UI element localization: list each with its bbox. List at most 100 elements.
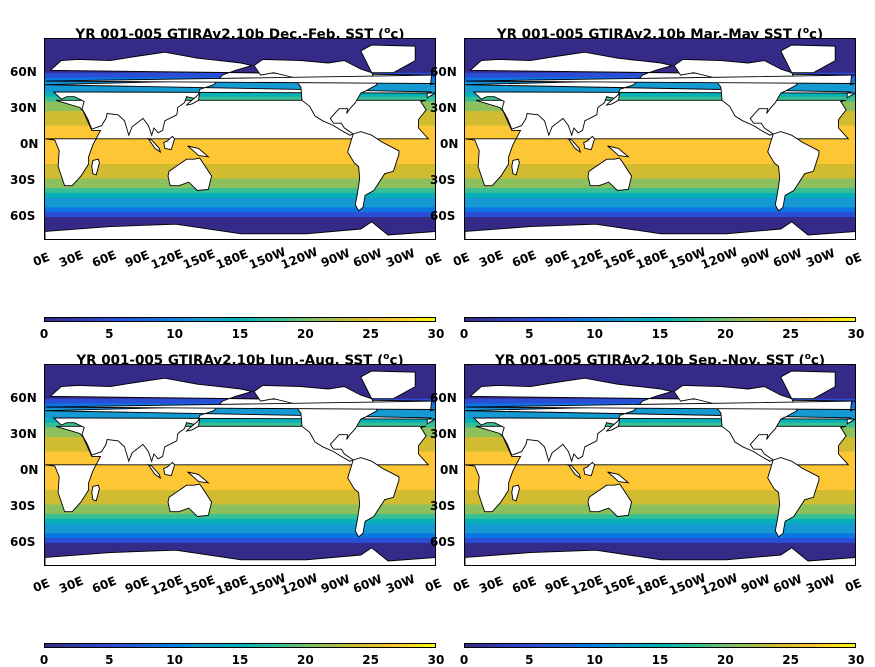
lat-tick-label: 60S — [430, 208, 456, 223]
land-mass — [587, 157, 633, 191]
sst-band — [45, 82, 435, 88]
sst-band — [465, 212, 855, 218]
lat-tick-label: 30S — [430, 172, 456, 187]
lon-tick-label: 120W — [699, 244, 741, 273]
sst-band — [45, 149, 435, 155]
sst-band — [465, 183, 855, 189]
sst-band — [465, 485, 855, 491]
sst-band — [465, 384, 855, 390]
colorbar-tick-label: 25 — [362, 327, 380, 341]
land-mass — [465, 377, 855, 463]
lat-tick-label: 30S — [10, 172, 36, 187]
sst-band — [45, 466, 435, 472]
sst-band — [45, 379, 435, 385]
colorbar-tick-label: 30 — [847, 327, 865, 341]
sst-field — [45, 39, 435, 239]
land-mass — [46, 400, 435, 412]
colorbar-tick-label: 5 — [525, 653, 534, 667]
land-mass — [767, 457, 820, 538]
sst-band — [465, 552, 855, 558]
sst-band — [45, 475, 435, 481]
sst-band — [45, 417, 435, 424]
land-mass — [511, 484, 520, 502]
panel-mam: YR 001-005 GTJRAv2.10b Mar.-May SST (oc)… — [430, 26, 864, 341]
sst-band — [465, 494, 855, 501]
sst-band — [465, 365, 855, 371]
lat-tick-label: 30N — [430, 426, 457, 441]
sst-field — [465, 39, 855, 239]
sst-map — [44, 38, 436, 240]
land-mass — [91, 484, 100, 502]
sst-band — [465, 149, 855, 155]
sst-band — [465, 499, 855, 506]
sst-band — [45, 58, 435, 64]
sst-band — [45, 192, 435, 199]
sst-band — [45, 374, 435, 380]
colorbar-tick-label: 30 — [427, 653, 445, 667]
sst-band — [45, 485, 435, 491]
sst-band — [465, 140, 855, 146]
land-mass — [465, 547, 855, 565]
land-mass — [46, 74, 435, 86]
lon-tick-label: 120W — [279, 570, 321, 599]
sst-band — [45, 480, 435, 486]
sst-band — [45, 48, 435, 54]
sst-band — [465, 221, 855, 228]
sst-band — [45, 384, 435, 390]
lon-tick-label: 30W — [383, 246, 417, 271]
sst-band — [45, 538, 435, 544]
colorbar-tick-label: 20 — [716, 653, 734, 667]
land-mass — [45, 51, 435, 137]
sst-band — [465, 470, 855, 477]
lat-tick-label: 30S — [430, 498, 456, 513]
land-mass — [567, 463, 582, 480]
sst-band — [45, 470, 435, 477]
sst-band — [465, 82, 855, 88]
land-mass — [767, 131, 820, 212]
sst-band — [45, 533, 435, 539]
lon-tick-label: 0E — [31, 575, 52, 595]
lon-tick-label: 150E — [181, 246, 218, 273]
lat-tick-label: 60S — [10, 208, 36, 223]
lon-tick-label: 180E — [214, 246, 251, 273]
sst-band — [45, 494, 435, 501]
colorbar-tick-label: 0 — [39, 327, 49, 341]
sst-band — [465, 178, 855, 184]
sst-band — [465, 192, 855, 199]
lat-tick-label: 0N — [440, 136, 459, 151]
lon-tick-label: 150E — [601, 246, 638, 273]
colorbar — [464, 643, 856, 648]
colorbar-tick-label: 10 — [586, 653, 604, 667]
lat-tick-label: 60S — [430, 534, 456, 549]
land-mass — [167, 483, 213, 517]
sst-band — [45, 212, 435, 218]
sst-band — [465, 369, 855, 376]
sst-band — [45, 168, 435, 175]
colorbar-tick-label: 0 — [459, 327, 469, 341]
sst-map — [464, 38, 856, 240]
sst-band — [465, 91, 855, 98]
sst-band — [45, 523, 435, 530]
lon-tick-label: 90W — [318, 572, 352, 597]
sst-band — [465, 96, 855, 103]
colorbar-tick-label: 25 — [782, 327, 800, 341]
lon-tick-label: 90E — [542, 574, 571, 597]
land-mass — [583, 135, 596, 151]
colorbar-tick-label: 10 — [586, 327, 604, 341]
colorbar-tick-label: 30 — [427, 327, 445, 341]
lon-tick-label: 0E — [843, 575, 864, 595]
lon-tick-label: 150E — [601, 572, 638, 599]
sst-map — [464, 364, 856, 566]
panel-son: YR 001-005 GTJRAv2.10b Sep.-Nov. SST (oc… — [430, 352, 864, 667]
colorbar-tick-label: 25 — [782, 653, 800, 667]
sst-band — [45, 422, 435, 429]
sst-band — [45, 408, 435, 414]
land-mass — [187, 145, 210, 158]
lon-tick-label: 120W — [699, 570, 741, 599]
land-mass — [605, 417, 621, 432]
land-mass — [607, 471, 630, 484]
lon-tick-label: 180E — [634, 572, 671, 599]
lon-tick-label: 30E — [57, 248, 86, 271]
colorbar-tick-label: 0 — [39, 653, 49, 667]
sst-band — [465, 207, 855, 213]
